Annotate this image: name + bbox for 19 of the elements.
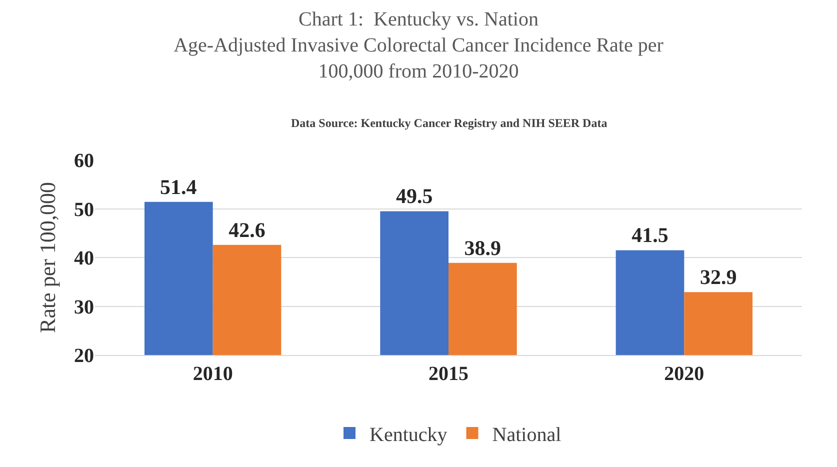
legend-label: National — [492, 424, 562, 446]
x-tick-label: 2010 — [192, 363, 233, 385]
x-tick-label: 2015 — [428, 363, 468, 385]
data-label: 51.4 — [160, 174, 198, 199]
chart-title: Chart 1: Kentucky vs. Nation Age-Adjusted Invasive Colorectal Cancer Incidence Rate per 100,000 from 2010-2020 — [174, 8, 664, 83]
y-tick-label: 40 — [74, 248, 94, 270]
data-label: 38.9 — [464, 236, 502, 260]
data-label: 42.6 — [228, 218, 266, 242]
y-axis-title: Rate per 100,000 — [34, 182, 60, 333]
y-tick-label: 60 — [74, 150, 94, 172]
x-tick-label: 2020 — [664, 363, 704, 385]
y-tick-label: 50 — [74, 198, 94, 221]
y-tick-label: 20 — [74, 345, 94, 367]
data-label: 32.9 — [700, 265, 737, 290]
y-tick-label: 30 — [74, 296, 94, 318]
data-label: 41.5 — [632, 223, 668, 248]
data-label: 49.5 — [396, 184, 433, 208]
chart-subtitle: Data Source: Kentucky Cancer Registry and NIH SEER Data — [291, 116, 608, 130]
legend-label: Kentucky — [370, 424, 448, 446]
